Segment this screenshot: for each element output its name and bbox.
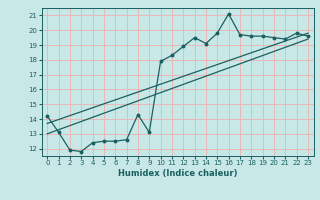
X-axis label: Humidex (Indice chaleur): Humidex (Indice chaleur): [118, 169, 237, 178]
